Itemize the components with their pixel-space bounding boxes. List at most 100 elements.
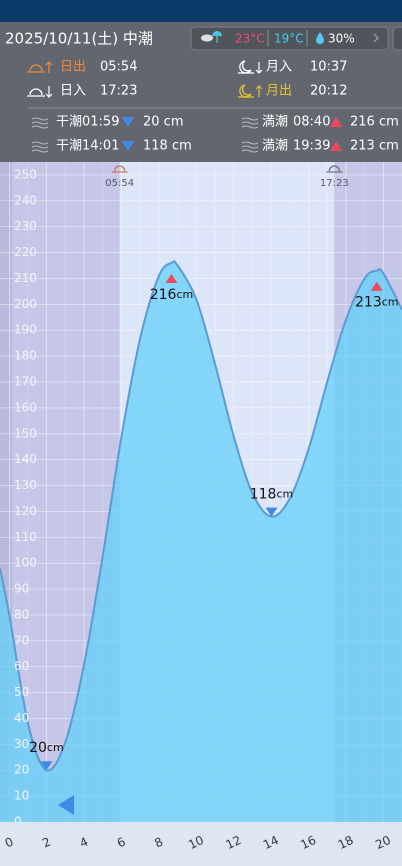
tide-label: 干潮	[56, 115, 82, 130]
label-unit: cm	[176, 288, 193, 301]
y-tick-label: 90	[14, 582, 29, 596]
low-tide-marker	[265, 507, 278, 517]
weather-box[interactable]	[190, 26, 389, 51]
wave-icon	[31, 121, 49, 125]
y-tick-label: 80	[14, 607, 29, 621]
tide-height: 216 cm	[350, 115, 399, 130]
label-unit: cm	[382, 296, 399, 309]
tide-line	[0, 260, 402, 772]
y-tick-label: 240	[14, 193, 37, 207]
x-tick-label: 10	[186, 833, 206, 852]
tide-height: 118 cm	[143, 139, 192, 154]
wave-icon	[31, 145, 49, 149]
y-tick-label: 10	[14, 789, 29, 803]
tide-label: 満潮	[262, 115, 288, 130]
event-label: 月出	[266, 84, 292, 99]
tide-label: 満潮	[262, 139, 288, 154]
chevron	[373, 33, 379, 43]
y-tick-label: 170	[14, 375, 37, 389]
sun-marker-label: 17:23	[320, 178, 349, 189]
moon-icon	[238, 84, 254, 98]
wave-icon	[31, 141, 49, 145]
x-tick-label: 18	[336, 833, 356, 852]
high-tide-icon	[330, 117, 342, 127]
y-tick-label: 210	[14, 271, 37, 285]
icon-shape	[239, 60, 252, 74]
tide-time: 14:01	[82, 139, 119, 154]
tide-label: 干潮	[56, 139, 82, 154]
wave-icon	[241, 149, 259, 153]
arrow-icon	[45, 61, 53, 73]
y-tick-label: 190	[14, 323, 37, 337]
sun-icon	[27, 88, 45, 97]
y-tick-label: 200	[14, 297, 37, 311]
wave-icon	[241, 121, 259, 125]
label-value: 118	[250, 487, 277, 503]
event-time: 20:12	[310, 84, 347, 99]
x-tick-label: 14	[261, 833, 281, 852]
y-tick-label: 250	[14, 167, 37, 181]
arrow-icon	[255, 62, 263, 74]
sun-marker-icon	[111, 165, 128, 173]
wave-icon	[241, 117, 259, 121]
tide-time: 08:40	[293, 115, 330, 130]
sun-icon	[27, 64, 45, 73]
data-label: 20cm	[29, 740, 64, 756]
temp-high: 23°C	[235, 32, 265, 46]
wave-icon	[241, 141, 259, 145]
next-box[interactable]	[392, 26, 402, 51]
temp-low: 19°C	[274, 32, 304, 46]
status-bar	[0, 0, 402, 22]
event-label: 日出	[60, 60, 86, 75]
tide-time: 01:59	[82, 115, 119, 130]
rain-icon	[316, 32, 324, 44]
y-tick-label: 60	[14, 659, 29, 673]
data-label: 118cm	[250, 487, 294, 503]
event-label: 月入	[266, 60, 292, 75]
icon-shape	[239, 84, 252, 98]
label-value: 213	[355, 295, 382, 311]
x-axis-band	[0, 822, 402, 866]
event-time: 05:54	[100, 60, 137, 75]
tide-height: 20 cm	[143, 115, 184, 130]
wave-icon	[31, 117, 49, 121]
sun-marker-icon	[326, 165, 343, 173]
tide-height: 213 cm	[350, 139, 399, 154]
y-tick-label: 160	[14, 400, 37, 414]
y-tick-label: 40	[14, 711, 29, 725]
tide-time: 19:39	[293, 139, 330, 154]
tide-area	[0, 261, 402, 823]
rain-chance: 30%	[328, 32, 355, 46]
high-tide-marker	[165, 273, 178, 283]
low-tide-marker	[40, 761, 53, 771]
event-label: 日入	[60, 84, 86, 99]
wave-icon	[31, 125, 49, 129]
label-unit: cm	[276, 488, 293, 501]
data-label: 216cm	[150, 287, 194, 303]
label-value: 216	[150, 287, 177, 303]
y-tick-label: 120	[14, 504, 37, 518]
icon-shape	[29, 88, 43, 96]
low-tide-icon	[122, 141, 134, 151]
high-tide-icon	[330, 141, 342, 151]
high-tide-marker	[370, 281, 383, 291]
y-tick-label: 30	[14, 737, 29, 751]
scroll-left-button[interactable]	[58, 795, 74, 815]
y-tick-label: 50	[14, 685, 29, 699]
y-tick-label: 230	[14, 219, 37, 233]
x-tick-label: 12	[224, 833, 244, 852]
y-tick-label: 70	[14, 633, 29, 647]
label-unit: cm	[47, 741, 64, 754]
wave-icon	[31, 149, 49, 153]
y-tick-label: 220	[14, 245, 37, 259]
date-title: 2025/10/11(土) 中潮	[5, 30, 153, 48]
arrow-icon	[45, 86, 53, 98]
y-tick-label: 0	[14, 815, 22, 829]
y-tick-label: 180	[14, 349, 37, 363]
sun-marker-label: 05:54	[105, 178, 134, 189]
y-tick-label: 110	[14, 530, 37, 544]
icon-shape	[29, 64, 43, 72]
x-tick-label: 20	[373, 833, 393, 852]
